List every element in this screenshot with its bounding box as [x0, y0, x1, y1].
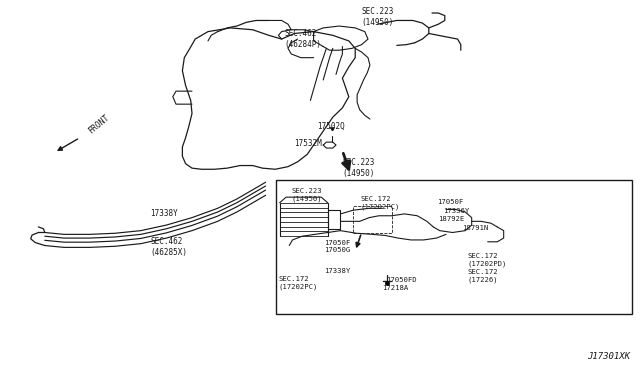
- Text: SEC.172
(17202PD): SEC.172 (17202PD): [467, 253, 507, 267]
- Text: 17532M: 17532M: [294, 139, 322, 148]
- Text: 17050FD: 17050FD: [386, 277, 417, 283]
- Text: FRONT: FRONT: [86, 112, 111, 135]
- Text: 17050F: 17050F: [324, 240, 351, 246]
- Text: 17050F: 17050F: [437, 199, 463, 205]
- Text: SEC.462
(46284P): SEC.462 (46284P): [285, 29, 322, 49]
- Text: 17338Y: 17338Y: [324, 268, 351, 274]
- Text: 17336Y: 17336Y: [443, 208, 469, 214]
- Text: SEC.223
(14950): SEC.223 (14950): [342, 158, 375, 178]
- Text: SEC.223
(14950): SEC.223 (14950): [362, 7, 394, 27]
- Text: SEC.223
(14950): SEC.223 (14950): [292, 188, 323, 202]
- Text: 17338Y: 17338Y: [150, 209, 178, 218]
- Bar: [276, 180, 632, 314]
- Text: SEC.172
(17226): SEC.172 (17226): [467, 269, 498, 283]
- Text: 18792E: 18792E: [438, 217, 465, 222]
- Text: SEC.172
(17202PC): SEC.172 (17202PC): [278, 276, 318, 290]
- Text: 17218A: 17218A: [382, 285, 408, 291]
- Text: SEC.462
(46285X): SEC.462 (46285X): [150, 237, 188, 257]
- Text: 18791N: 18791N: [462, 225, 488, 231]
- Text: 17050G: 17050G: [324, 247, 351, 253]
- Text: 17502Q: 17502Q: [317, 122, 344, 131]
- Text: SEC.172
(17202PC): SEC.172 (17202PC): [360, 196, 400, 210]
- Bar: [353, 206, 392, 232]
- Text: J17301XK: J17301XK: [588, 352, 630, 361]
